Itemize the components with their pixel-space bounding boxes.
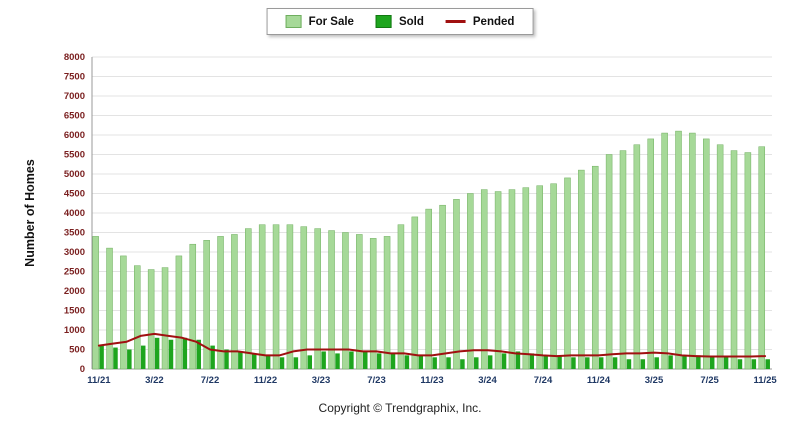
legend-label-for-sale: For Sale: [308, 15, 354, 28]
svg-text:1500: 1500: [64, 306, 85, 317]
svg-text:5500: 5500: [64, 150, 85, 161]
legend-item-sold: Sold: [375, 15, 424, 28]
svg-text:6500: 6500: [64, 111, 85, 122]
svg-text:1000: 1000: [64, 325, 85, 336]
legend-label-pended: Pended: [472, 15, 515, 28]
svg-text:11/23: 11/23: [420, 375, 443, 386]
y-axis-title: Number of Homes: [23, 159, 37, 267]
sold-swatch-icon: [375, 15, 392, 28]
svg-text:500: 500: [69, 345, 85, 356]
legend-item-pended: Pended: [445, 15, 515, 28]
svg-text:7/23: 7/23: [367, 375, 386, 386]
svg-text:8000: 8000: [64, 52, 85, 63]
copyright-text: Copyright © Trendgraphix, Inc.: [318, 401, 482, 415]
legend-label-sold: Sold: [398, 15, 424, 28]
svg-text:11/21: 11/21: [87, 375, 111, 386]
svg-text:3500: 3500: [64, 228, 85, 239]
svg-text:7500: 7500: [64, 72, 85, 83]
svg-text:3/23: 3/23: [312, 375, 331, 386]
svg-text:3/24: 3/24: [478, 375, 497, 386]
svg-text:11/25: 11/25: [753, 375, 777, 386]
svg-text:7/25: 7/25: [700, 375, 719, 386]
svg-text:3000: 3000: [64, 247, 85, 258]
for-sale-swatch-icon: [285, 15, 302, 28]
svg-text:2500: 2500: [64, 267, 85, 278]
pended-line-swatch-icon: [445, 20, 466, 23]
svg-text:7/22: 7/22: [201, 375, 220, 386]
svg-text:11/22: 11/22: [254, 375, 277, 386]
svg-text:2000: 2000: [64, 286, 85, 297]
svg-text:6000: 6000: [64, 130, 85, 141]
svg-text:0: 0: [80, 364, 85, 375]
svg-text:4500: 4500: [64, 189, 85, 200]
svg-text:4000: 4000: [64, 208, 85, 219]
svg-text:3/25: 3/25: [645, 375, 664, 386]
legend-item-for-sale: For Sale: [285, 15, 354, 28]
svg-text:7000: 7000: [64, 91, 85, 102]
chart-canvas: 0 500 1000 1500 2000 2500 3000 3500 4000 4500 5000…: [64, 52, 778, 386]
svg-text:11/24: 11/24: [587, 375, 611, 386]
svg-text:3/22: 3/22: [145, 375, 164, 386]
svg-text:7/24: 7/24: [534, 375, 553, 386]
svg-text:5000: 5000: [64, 169, 85, 180]
legend: For Sale Sold Pended: [266, 8, 534, 35]
